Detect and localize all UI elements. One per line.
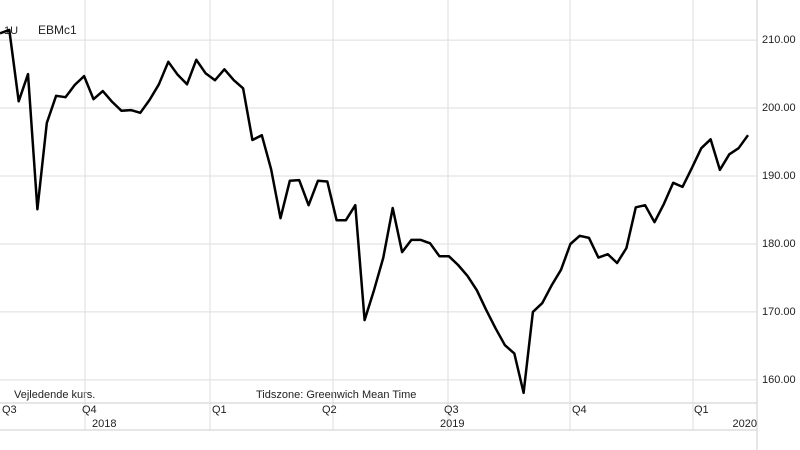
- year-label: 2018: [92, 418, 116, 430]
- quarter-label: Q1: [212, 404, 227, 416]
- chart-title: EBMc1: [38, 23, 77, 37]
- note: Tidszone: Greenwich Mean Time: [256, 389, 416, 401]
- price-line: [0, 28, 750, 395]
- y-tick-label: 160.00: [762, 374, 796, 386]
- quarter-label: Q4: [82, 404, 97, 416]
- quarter-label: Q3: [2, 404, 17, 416]
- quarter-label: Q2: [322, 404, 337, 416]
- quarter-label: Q3: [444, 404, 459, 416]
- quarter-label: Q4: [572, 404, 587, 416]
- note: Vejledende kurs.: [14, 389, 95, 401]
- year-label: 2020: [733, 418, 757, 430]
- y-tick-label: 200.00: [762, 102, 796, 114]
- y-tick-label: 180.00: [762, 238, 796, 250]
- ticker-prefix: 1U: [4, 25, 18, 37]
- y-tick-label: 210.00: [762, 34, 796, 46]
- y-tick-label: 190.00: [762, 170, 796, 182]
- y-tick-label: 170.00: [762, 306, 796, 318]
- year-label: 2019: [440, 418, 464, 430]
- quarter-label: Q1: [694, 404, 709, 416]
